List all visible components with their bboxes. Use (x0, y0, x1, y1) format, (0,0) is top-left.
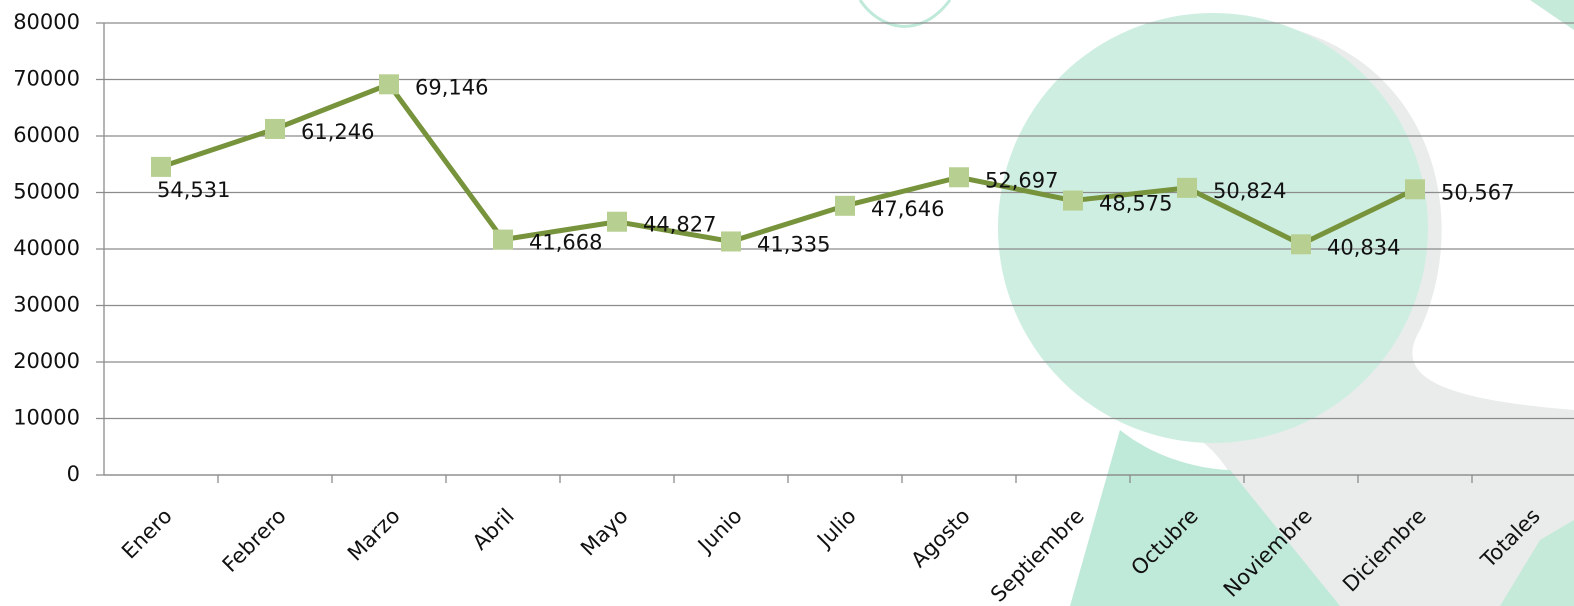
data-label: 44,827 (643, 213, 716, 237)
y-tick-label: 30000 (13, 293, 80, 317)
marker (265, 119, 285, 139)
chart: 0 10000 20000 30000 40000 50000 60000 70000 8000… (0, 0, 1574, 606)
x-tick-label: Marzo (343, 504, 405, 566)
marker (607, 212, 627, 232)
data-label: 48,575 (1099, 192, 1172, 216)
x-tick-label: Enero (117, 504, 177, 564)
y-tick-label: 20000 (13, 349, 80, 373)
x-tick-label: Septiembre (986, 504, 1089, 606)
marker (1063, 191, 1083, 211)
marker (721, 231, 741, 251)
data-label: 50,824 (1213, 179, 1286, 203)
marker (835, 196, 855, 216)
data-label: 69,146 (415, 75, 488, 99)
data-label: 40,834 (1327, 235, 1400, 259)
data-label: 52,697 (985, 168, 1058, 192)
marker (1291, 234, 1311, 254)
x-tick-label: Junio (692, 504, 747, 559)
data-label: 54,531 (157, 178, 230, 202)
y-tick-label: 80000 (13, 10, 80, 34)
marker (493, 230, 513, 250)
data-label: 41,335 (757, 232, 830, 256)
marker (949, 167, 969, 187)
x-tick-label: Agosto (906, 504, 974, 572)
y-tick-label: 0 (67, 462, 80, 486)
x-tick-label: Julio (811, 504, 861, 554)
y-tick-label: 50000 (13, 180, 80, 204)
data-label: 50,567 (1441, 180, 1514, 204)
y-tick-label: 10000 (13, 406, 80, 430)
data-label: 47,646 (871, 197, 944, 221)
x-tick-label: Mayo (576, 504, 633, 561)
y-tick-label: 40000 (13, 236, 80, 260)
data-label: 41,668 (529, 231, 602, 255)
x-tick-label: Febrero (218, 504, 291, 577)
marker (151, 157, 171, 177)
data-label: 61,246 (301, 120, 374, 144)
marker (379, 74, 399, 94)
marker (1177, 178, 1197, 198)
marker (1405, 179, 1425, 199)
y-tick-label: 60000 (13, 123, 80, 147)
y-tick-label: 70000 (13, 67, 80, 91)
x-tick-label: Abril (468, 504, 519, 555)
background-circle (998, 13, 1428, 443)
